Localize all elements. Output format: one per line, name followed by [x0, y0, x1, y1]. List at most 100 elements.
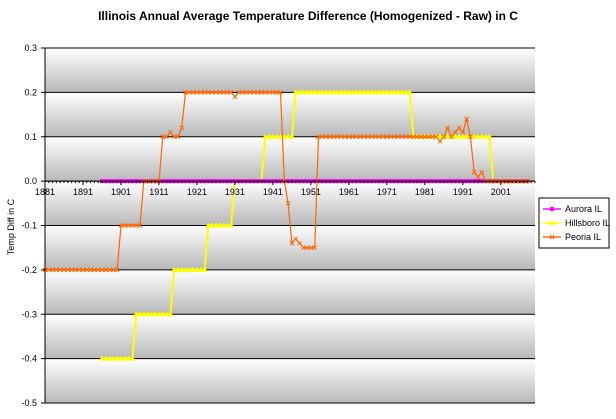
- data-point-hillsboro-il: [110, 355, 117, 361]
- data-point-hillsboro-il: [178, 266, 185, 272]
- data-point-peoria-il: [240, 90, 245, 95]
- data-point-peoria-il: [445, 125, 450, 131]
- data-point-peoria-il: [57, 267, 63, 273]
- data-point-hillsboro-il: [106, 355, 113, 361]
- data-point-hillsboro-il: [163, 311, 170, 317]
- data-point-peoria-il: [304, 245, 310, 251]
- data-point-peoria-il: [392, 134, 397, 140]
- data-point-peoria-il: [479, 169, 485, 175]
- data-point-hillsboro-il: [273, 133, 280, 139]
- data-point-peoria-il: [164, 134, 169, 140]
- data-point-hillsboro-il: [364, 89, 371, 95]
- data-point-peoria-il: [430, 134, 435, 140]
- data-point-peoria-il: [122, 223, 128, 228]
- data-point-hillsboro-il: [475, 133, 482, 139]
- y-tick-label: -0.4: [21, 354, 37, 364]
- y-tick-label: -0.3: [21, 309, 37, 319]
- plot-band: [45, 314, 535, 359]
- data-point-hillsboro-il: [376, 89, 383, 95]
- plot-band: [45, 92, 535, 137]
- data-point-hillsboro-il: [437, 133, 444, 139]
- data-point-peoria-il: [441, 134, 447, 140]
- data-point-peoria-il: [350, 134, 356, 140]
- data-point-peoria-il: [99, 267, 105, 273]
- data-point-peoria-il: [107, 267, 112, 273]
- data-point-peoria-il: [171, 134, 177, 140]
- legend-label-aurora-il: Aurora IL: [565, 204, 602, 214]
- data-point-peoria-il: [190, 90, 196, 95]
- plot-band: [45, 225, 535, 270]
- data-point-peoria-il: [118, 223, 124, 228]
- data-point-peoria-il: [342, 134, 348, 140]
- data-point-peoria-il: [61, 267, 67, 273]
- data-point-peoria-il: [399, 134, 405, 140]
- data-point-hillsboro-il: [349, 89, 356, 95]
- data-point-peoria-il: [433, 134, 439, 140]
- data-point-hillsboro-il: [296, 89, 303, 95]
- data-point-hillsboro-il: [357, 89, 364, 95]
- data-point-peoria-il: [92, 267, 97, 273]
- data-point-peoria-il: [80, 267, 86, 273]
- data-point-peoria-il: [300, 245, 306, 251]
- data-point-peoria-il: [137, 223, 143, 228]
- data-point-hillsboro-il: [197, 266, 204, 272]
- data-point-peoria-il: [183, 90, 188, 95]
- x-tick-label: 1891: [73, 187, 93, 197]
- x-tick-label: 2001: [491, 187, 511, 197]
- data-point-peoria-il: [205, 90, 211, 95]
- y-axis-label: Temp Diff in C: [6, 198, 16, 255]
- data-point-hillsboro-il: [159, 311, 166, 317]
- data-point-hillsboro-il: [285, 133, 292, 139]
- data-point-peoria-il: [331, 134, 337, 140]
- data-point-hillsboro-il: [338, 89, 345, 95]
- data-point-peoria-il: [297, 240, 302, 246]
- data-point-hillsboro-il: [262, 133, 269, 139]
- data-point-peoria-il: [251, 90, 257, 95]
- legend-label-hillsboro-il: Hillsboro IL: [565, 218, 610, 228]
- data-point-hillsboro-il: [319, 89, 326, 95]
- data-point-hillsboro-il: [121, 355, 128, 361]
- data-point-peoria-il: [266, 90, 272, 95]
- data-point-peoria-il: [407, 134, 413, 140]
- x-tick-label: 1911: [149, 187, 168, 197]
- data-point-peoria-il: [186, 90, 192, 95]
- data-point-hillsboro-il: [133, 311, 140, 317]
- data-point-peoria-il: [221, 90, 226, 95]
- data-point-hillsboro-il: [136, 311, 143, 317]
- data-point-hillsboro-il: [155, 311, 162, 317]
- data-point-hillsboro-il: [228, 222, 235, 228]
- data-point-peoria-il: [411, 134, 416, 140]
- data-point-hillsboro-il: [486, 133, 493, 139]
- data-point-peoria-il: [209, 90, 215, 95]
- data-point-peoria-il: [236, 90, 242, 95]
- plot-band: [45, 269, 535, 315]
- data-point-peoria-il: [471, 169, 477, 175]
- y-tick-label: -0.2: [21, 265, 37, 275]
- data-point-peoria-il: [452, 129, 458, 135]
- data-point-peoria-il: [418, 134, 424, 140]
- data-point-peoria-il: [338, 134, 344, 140]
- data-point-hillsboro-il: [216, 222, 223, 228]
- data-point-peoria-il: [179, 125, 185, 131]
- data-point-hillsboro-il: [353, 89, 360, 95]
- data-point-hillsboro-il: [186, 266, 193, 272]
- data-point-peoria-il: [388, 134, 394, 140]
- y-tick-label: 0.1: [24, 132, 37, 142]
- data-point-peoria-il: [422, 134, 428, 140]
- data-point-peoria-il: [384, 134, 390, 140]
- data-point-peoria-il: [160, 134, 166, 140]
- data-point-peoria-il: [369, 134, 375, 140]
- data-point-peoria-il: [243, 90, 249, 95]
- data-point-peoria-il: [69, 267, 74, 273]
- data-point-hillsboro-il: [482, 133, 489, 139]
- data-point-hillsboro-il: [323, 89, 330, 95]
- data-point-peoria-il: [76, 267, 82, 273]
- data-point-peoria-il: [346, 134, 352, 140]
- data-point-hillsboro-il: [444, 133, 451, 139]
- data-point-hillsboro-il: [387, 89, 394, 95]
- data-point-hillsboro-il: [315, 89, 322, 95]
- data-point-hillsboro-il: [345, 89, 352, 95]
- y-tick-label: 0.0: [24, 176, 37, 186]
